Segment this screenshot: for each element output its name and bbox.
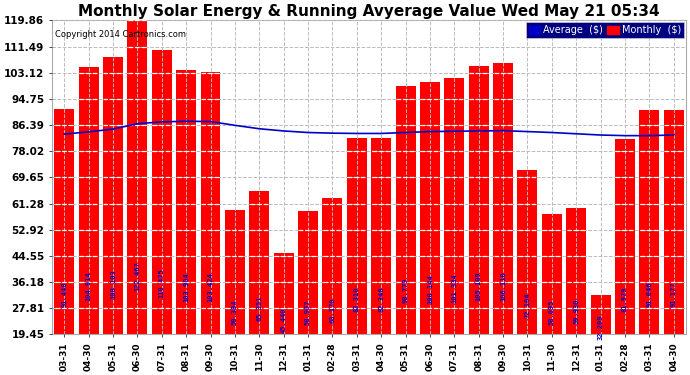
Bar bbox=[542, 213, 562, 375]
Text: 72.104: 72.104 bbox=[524, 292, 531, 318]
Bar bbox=[128, 12, 148, 375]
Bar bbox=[371, 138, 391, 375]
Text: 98.779: 98.779 bbox=[402, 277, 408, 303]
Text: 101.334: 101.334 bbox=[451, 273, 457, 303]
Bar bbox=[615, 139, 635, 375]
Text: 91.177: 91.177 bbox=[671, 281, 677, 307]
Bar bbox=[395, 86, 415, 375]
Title: Monthly Solar Energy & Running Avyerage Value Wed May 21 05:34: Monthly Solar Energy & Running Avyerage … bbox=[78, 4, 660, 19]
Text: 63.170: 63.170 bbox=[329, 297, 335, 322]
Bar bbox=[591, 294, 611, 375]
Bar bbox=[347, 138, 367, 375]
Text: 82.348: 82.348 bbox=[378, 286, 384, 312]
Text: 106.110: 106.110 bbox=[500, 271, 506, 300]
Text: 45.440: 45.440 bbox=[281, 307, 286, 333]
Bar bbox=[201, 72, 221, 375]
Bar bbox=[55, 109, 75, 375]
Bar bbox=[79, 67, 99, 375]
Text: 103.904: 103.904 bbox=[183, 272, 189, 302]
Bar bbox=[639, 111, 659, 375]
Text: 82.310: 82.310 bbox=[354, 286, 359, 312]
Bar bbox=[493, 63, 513, 375]
Text: 108.103: 108.103 bbox=[110, 270, 116, 299]
Text: 91.448: 91.448 bbox=[61, 281, 67, 307]
Bar bbox=[274, 253, 294, 375]
Text: 59.384: 59.384 bbox=[232, 299, 238, 325]
Text: 65.351: 65.351 bbox=[256, 296, 262, 321]
Text: 59.930: 59.930 bbox=[573, 299, 579, 324]
Text: 100.144: 100.144 bbox=[427, 274, 433, 304]
Bar bbox=[444, 78, 464, 375]
Bar bbox=[469, 66, 489, 375]
Bar bbox=[225, 210, 245, 375]
Bar bbox=[566, 208, 586, 375]
Bar bbox=[518, 170, 538, 375]
Bar bbox=[176, 70, 196, 375]
Legend: Average  ($), Monthly  ($): Average ($), Monthly ($) bbox=[526, 22, 684, 38]
Bar bbox=[103, 57, 123, 375]
Text: 104.914: 104.914 bbox=[86, 272, 92, 301]
Text: 105.109: 105.109 bbox=[475, 272, 482, 301]
Bar bbox=[298, 211, 318, 375]
Text: 110.475: 110.475 bbox=[159, 268, 165, 298]
Text: 32.209: 32.209 bbox=[598, 315, 604, 340]
Text: 103.424: 103.424 bbox=[208, 272, 213, 302]
Bar bbox=[322, 198, 342, 375]
Text: 91.046: 91.046 bbox=[647, 281, 652, 307]
Bar bbox=[152, 50, 172, 375]
Bar bbox=[420, 82, 440, 375]
Text: Copyright 2014 Cartronics.com: Copyright 2014 Cartronics.com bbox=[55, 30, 186, 39]
Bar bbox=[664, 110, 684, 375]
Text: 58.907: 58.907 bbox=[305, 300, 311, 325]
Text: 122.467: 122.467 bbox=[135, 261, 140, 291]
Bar bbox=[249, 191, 269, 375]
Text: 81.979: 81.979 bbox=[622, 286, 628, 312]
Text: 58.095: 58.095 bbox=[549, 300, 555, 326]
